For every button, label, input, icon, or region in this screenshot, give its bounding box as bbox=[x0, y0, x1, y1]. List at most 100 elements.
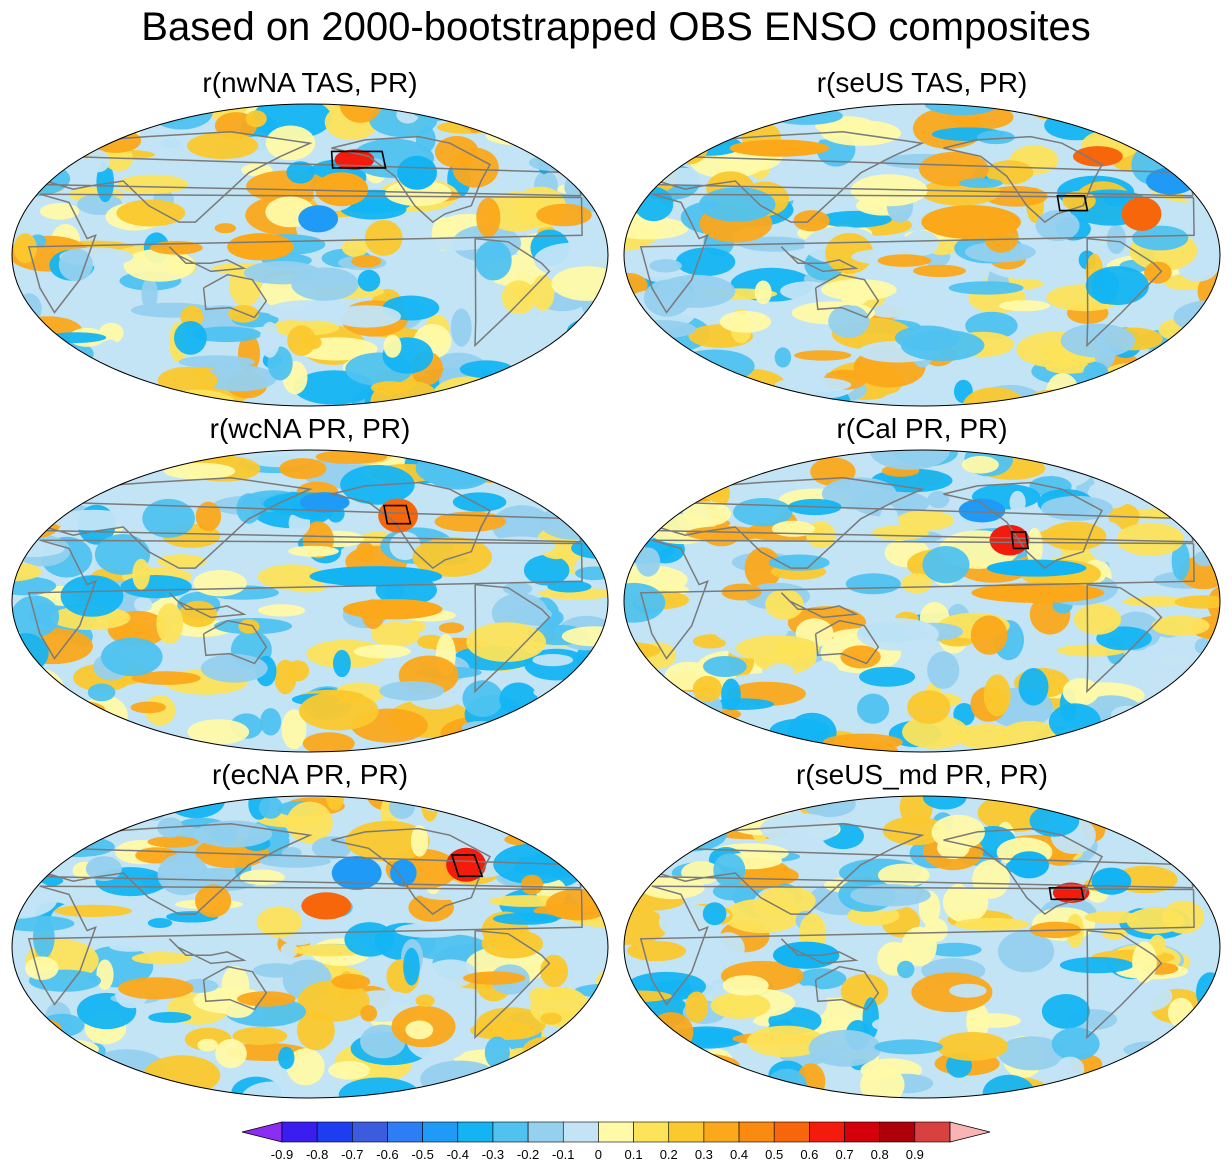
field-patch bbox=[746, 1025, 825, 1058]
coastline bbox=[639, 539, 1195, 660]
field-patch bbox=[259, 321, 280, 358]
field-patch bbox=[1091, 269, 1120, 304]
map-outline bbox=[623, 449, 1221, 753]
colorbar-tick-label: -0.2 bbox=[517, 1147, 539, 1162]
field-patch bbox=[1146, 802, 1202, 813]
field-patch bbox=[410, 825, 429, 857]
colorbar-bin bbox=[352, 1121, 388, 1143]
field-patch bbox=[872, 1018, 901, 1031]
field-patch bbox=[357, 269, 381, 292]
correlation-blob bbox=[342, 599, 443, 620]
field-patch bbox=[1048, 703, 1101, 741]
field-patch bbox=[66, 450, 87, 485]
field-patch bbox=[661, 1053, 740, 1079]
field-patch bbox=[627, 154, 661, 187]
field-patch bbox=[1035, 210, 1080, 242]
field-patch bbox=[1159, 341, 1218, 369]
field-patch bbox=[1147, 703, 1220, 716]
field-patch bbox=[859, 1065, 905, 1098]
colorbar-tick-label: 0.3 bbox=[695, 1147, 713, 1162]
field-patch bbox=[674, 349, 755, 383]
field-patch bbox=[12, 450, 40, 473]
field-patch bbox=[12, 490, 33, 510]
field-patch bbox=[89, 393, 108, 406]
field-patch bbox=[663, 381, 739, 401]
field-patch bbox=[856, 618, 939, 651]
field-patch bbox=[627, 940, 686, 962]
map-seus-tas bbox=[623, 103, 1221, 407]
field-patch bbox=[818, 210, 892, 228]
field-patch bbox=[523, 554, 570, 586]
map-outline bbox=[11, 103, 609, 407]
field-patch bbox=[193, 570, 247, 597]
coastline bbox=[639, 193, 1195, 314]
field-patch bbox=[1173, 466, 1199, 483]
field-patch bbox=[574, 1061, 600, 1097]
field-patch bbox=[493, 912, 559, 925]
field-patch bbox=[345, 820, 430, 862]
colorbar-bin bbox=[281, 1121, 318, 1143]
coastline bbox=[168, 592, 247, 619]
field-patch bbox=[927, 651, 960, 689]
colorbar-bin bbox=[914, 1121, 951, 1143]
field-patch bbox=[794, 350, 852, 361]
field-patch bbox=[1161, 726, 1184, 752]
field-patch bbox=[749, 400, 827, 406]
field-patch bbox=[927, 942, 982, 957]
field-patch bbox=[22, 1018, 62, 1038]
coastline bbox=[1086, 237, 1163, 348]
coastline bbox=[27, 193, 583, 314]
field-patch bbox=[765, 589, 804, 620]
colorbar-bin bbox=[387, 1121, 423, 1143]
field-patch bbox=[355, 541, 375, 563]
field-patch bbox=[187, 719, 250, 745]
field-patch bbox=[131, 952, 192, 965]
field-patch bbox=[85, 808, 106, 821]
field-patch bbox=[624, 514, 635, 556]
coastline bbox=[943, 135, 1104, 224]
field-patch bbox=[141, 276, 158, 311]
field-patch bbox=[649, 259, 682, 273]
correlation-blob bbox=[227, 233, 294, 261]
field-patch bbox=[484, 1036, 510, 1069]
field-patch bbox=[178, 355, 255, 369]
field-patch bbox=[1066, 391, 1123, 402]
field-patch bbox=[557, 462, 589, 492]
field-patch bbox=[266, 300, 348, 321]
colorbar-bin bbox=[809, 1121, 845, 1143]
panel-wcna-pr: r(wcNA PR, PR) bbox=[10, 412, 610, 757]
field-patch bbox=[649, 817, 727, 852]
field-patch bbox=[463, 971, 526, 985]
region-box bbox=[330, 150, 387, 169]
field-patch bbox=[1193, 354, 1220, 384]
field-patch bbox=[20, 803, 53, 814]
field-patch bbox=[1156, 391, 1175, 406]
field-patch bbox=[791, 360, 829, 377]
field-patch bbox=[96, 162, 114, 203]
field-patch bbox=[1207, 586, 1220, 622]
field-patch bbox=[721, 583, 762, 601]
colorbar-bin bbox=[492, 1121, 529, 1143]
field-patch bbox=[130, 701, 167, 714]
field-patch bbox=[499, 682, 538, 716]
field-patch bbox=[780, 281, 834, 301]
field-patch bbox=[674, 476, 719, 504]
field-patch bbox=[93, 104, 150, 127]
field-patch bbox=[1119, 805, 1189, 823]
map-wcna-pr bbox=[11, 449, 609, 753]
correlation-blob bbox=[1121, 196, 1162, 231]
field-patch bbox=[482, 1085, 507, 1097]
field-patch bbox=[240, 1081, 303, 1098]
field-patch bbox=[1149, 822, 1173, 836]
correlation-blob bbox=[986, 559, 1087, 577]
field-patch bbox=[838, 278, 871, 306]
field-patch bbox=[636, 821, 669, 834]
field-patch bbox=[409, 934, 488, 961]
field-patch bbox=[87, 150, 110, 173]
field-patch bbox=[539, 504, 608, 540]
field-patch bbox=[344, 922, 395, 957]
field-patch bbox=[421, 236, 489, 251]
field-patch bbox=[1192, 126, 1212, 167]
field-patch bbox=[553, 454, 608, 473]
colorbar-tick-label: 0.5 bbox=[765, 1147, 783, 1162]
